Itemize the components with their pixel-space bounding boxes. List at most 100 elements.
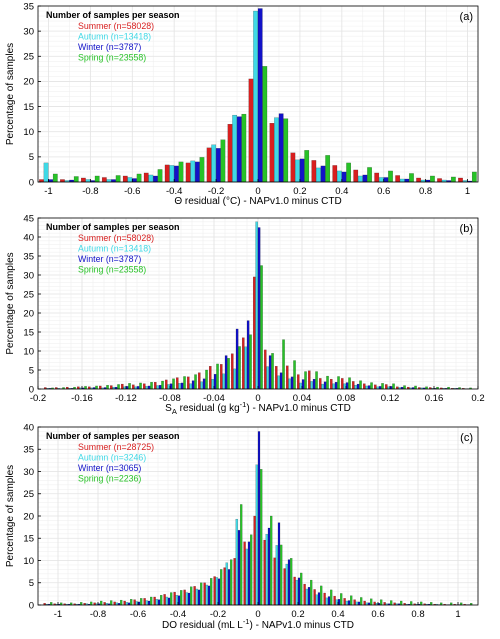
panel-c-bar-summer [163, 594, 166, 606]
panel-a-y-tick-label: 0 [29, 177, 34, 188]
panel-c-bar-spring [210, 578, 213, 606]
panel-b-legend-entry-winter: Winter (n=3787) [78, 254, 141, 264]
panel-b-bar-summer [352, 381, 355, 390]
panel-c-x-tick-label: -0.4 [170, 609, 186, 620]
panel-a-bar-winter [362, 174, 368, 183]
panel-b-x-axis-label: SA residual (g kg-1) - NAPv1.0 minus CTD [165, 400, 351, 416]
panel-a-bar-autumn [274, 117, 279, 183]
panel-c-bar-summer [143, 598, 146, 606]
panel-c-bar-summer [303, 583, 306, 606]
panel-b-bar-summer [143, 383, 146, 390]
panel-c-y-tick-label: 0 [29, 600, 34, 611]
panel-c-bar-spring [360, 597, 363, 606]
panel-b-x-tick-label: -0.16 [71, 393, 93, 404]
panel-a-bar-autumn [232, 114, 238, 183]
panel-c-bar-spring [80, 602, 83, 606]
panel-b-bar-summer [121, 383, 124, 390]
panel-b-x-tick-label: 0.08 [337, 393, 356, 404]
panel-a-x-tick-label: 0.8 [419, 186, 432, 197]
panel-a-bar-winter [278, 113, 284, 183]
panel-b-bar-autumn [244, 346, 247, 390]
panel-b-x-tick-label: -0.08 [159, 393, 181, 404]
panel-b-bar-spring [172, 378, 175, 390]
panel-a-legend-title: Number of samples per season [46, 10, 180, 20]
panel-b-y-tick-label: 0 [29, 384, 34, 395]
panel-b-y-tick-label: 5 [29, 365, 34, 376]
panel-a-legend-entry-autumn: Autumn (n=13418) [78, 32, 151, 42]
panel-b-bar-spring [95, 385, 98, 390]
panel-b-bar-autumn [354, 385, 357, 390]
panel-b-bar-winter [202, 378, 206, 390]
panel-b-bar-spring [403, 385, 406, 390]
panel-c-x-tick-label: 0.6 [371, 609, 384, 620]
panel-c-bar-winter [197, 589, 201, 606]
panel-c-x-tick-label: 0 [255, 609, 260, 620]
panel-b-bar-summer [110, 385, 113, 390]
panel-c-bar-summer [103, 602, 106, 606]
panel-a-x-tick-label: -1 [44, 186, 52, 197]
panel-a-bar-summer [290, 152, 296, 183]
panel-b-bar-summer [187, 376, 190, 390]
panel-a-bar-autumn [378, 177, 384, 183]
panel-c-bar-summer [193, 586, 196, 606]
panel-a-bar-spring [367, 167, 372, 183]
panel-c-bar-spring [320, 585, 323, 606]
panel-a-bar-winter [153, 175, 158, 183]
panel-c-y-tick-label: 25 [23, 489, 34, 500]
panel-c-bar-autumn [155, 599, 158, 606]
panel-c-bar-summer [253, 515, 256, 606]
panel-b-bar-winter [147, 385, 151, 390]
panel-c-bar-winter [317, 592, 321, 606]
panel-b-bar-summer [198, 372, 201, 390]
panel-b-bar-spring [359, 380, 362, 390]
panel-c-panel-label: (c) [460, 432, 473, 444]
panel-a-bar-spring [283, 118, 289, 183]
panel-a-legend-entry-summer: Summer (n=58028) [78, 21, 154, 31]
panel-a-bar-summer [395, 175, 401, 183]
panel-b-bar-autumn [211, 378, 214, 390]
panel-a-bar-spring [94, 175, 100, 183]
panel-a-bar-autumn [337, 170, 342, 183]
panel-c-bar-autumn [215, 577, 218, 606]
panel-a-bar-spring [52, 173, 58, 183]
panel-b-legend-entry-spring: Spring (n=23558) [78, 265, 146, 275]
panel-a-y-tick-label: 5 [29, 152, 34, 163]
panel-c-bar-summer [343, 598, 346, 606]
panel-c-bar-autumn [265, 534, 268, 606]
panel-b-bar-winter [191, 380, 195, 390]
panel-c-bar-summer [233, 558, 236, 606]
panel-b-bar-spring [117, 384, 120, 390]
panel-c-bar-winter [307, 587, 311, 606]
panel-b-bar-summer [231, 353, 234, 390]
panel-c-bar-summer [243, 541, 246, 606]
panel-c: -1 -0.8 -0.6 -0.4 -0.2 0 0.2 0.4 0.6 0.8 105101520… [5, 422, 479, 631]
panel-b-y-tick-label: 25 [23, 289, 34, 300]
panel-a-bar-autumn [190, 160, 196, 183]
panel-c-x-tick-label: -0.6 [130, 609, 146, 620]
panel-a-bar-winter [341, 171, 347, 183]
panel-c-bar-autumn [165, 596, 168, 606]
panel-a-bar-winter [132, 178, 137, 183]
panel-c-bar-autumn [185, 592, 188, 606]
panel-b-bar-autumn [288, 378, 291, 390]
panel-a-bar-winter [383, 177, 389, 183]
panel-c-bar-summer [213, 576, 216, 606]
panel-b-x-tick-label: 0 [255, 393, 260, 404]
panel-b-x-tick-label: 0.16 [425, 393, 444, 404]
panel-a-bar-winter [236, 116, 242, 183]
panel-b-bar-spring [139, 382, 142, 390]
panel-a-bar-spring [220, 139, 226, 183]
panel-b-bar-autumn [365, 385, 368, 390]
panel-c-x-tick-label: 1 [455, 609, 460, 620]
panel-a-bar-winter [194, 161, 200, 183]
panel-c-bar-spring [120, 599, 123, 606]
panel-b-bar-summer [297, 374, 300, 390]
panel-b-legend-entry-summer: Summer (n=58028) [78, 233, 154, 243]
panel-a-bar-spring [430, 175, 435, 183]
panel-b-bar-spring [227, 358, 230, 390]
panel-c-bar-spring [130, 599, 133, 606]
panel-b-bar-summer [308, 370, 311, 390]
panel-c-bar-spring [200, 582, 203, 606]
panel-c-x-tick-label: -0.8 [90, 609, 106, 620]
